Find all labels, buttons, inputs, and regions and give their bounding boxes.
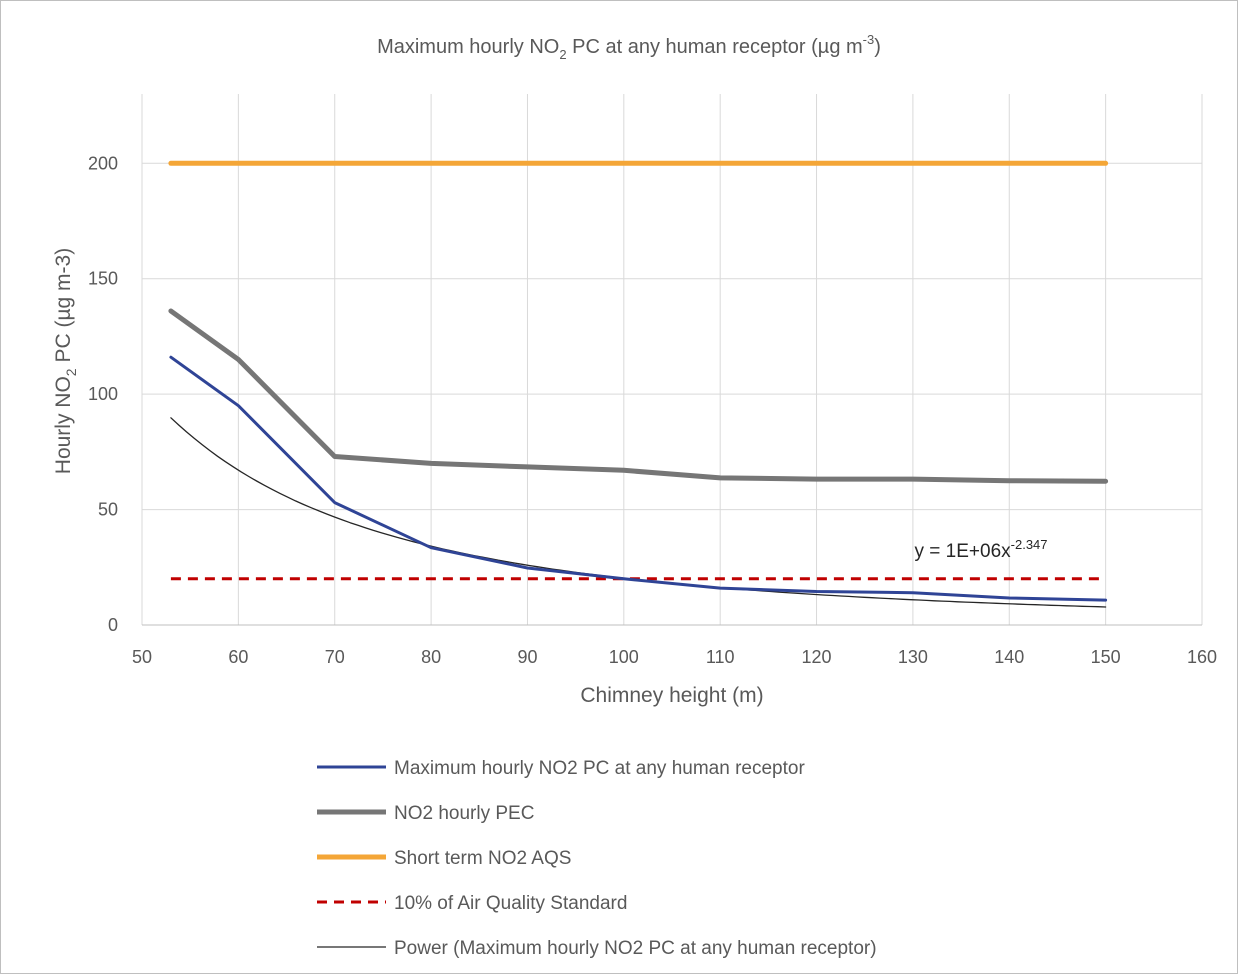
series-line-0 [169,355,1108,602]
x-tick-label: 160 [1187,647,1217,667]
legend-item: Power (Maximum hourly NO2 PC at any huma… [317,938,877,959]
x-tick-label: 100 [609,647,639,667]
y-tick-label: 150 [88,269,118,289]
x-axis-ticks: 50 60 70 80 90 100 110 120 130 140 150 160 [132,647,1217,667]
legend-item: 10% of Air Quality Standard [317,893,627,914]
y-tick-label: 50 [98,500,118,520]
x-tick-label: 130 [898,647,928,667]
x-tick-label: 50 [132,647,152,667]
x-tick-label: 70 [325,647,345,667]
x-tick-label: 90 [517,647,537,667]
x-tick-label: 120 [802,647,832,667]
gridlines [141,94,1203,626]
x-axis-title: Chimney height (m) [580,684,763,707]
x-tick-label: 80 [421,647,441,667]
legend-item: NO2 hourly PEC [317,803,534,824]
legend-label: NO2 hourly PEC [394,803,534,824]
y-tick-label: 0 [108,615,118,635]
x-tick-label: 140 [994,647,1024,667]
x-tick-label: 110 [706,647,735,667]
series-layer [168,160,1109,608]
x-tick-label: 150 [1091,647,1121,667]
legend-item: Maximum hourly NO2 PC at any human recep… [317,758,805,779]
trendline-equation: y = 1E+06x-2.347 [915,537,1048,562]
legend-label: Power (Maximum hourly NO2 PC at any huma… [394,938,877,959]
legend-label: 10% of Air Quality Standard [394,893,627,914]
legend-label: Short term NO2 AQS [394,848,571,869]
legend-item: Short term NO2 AQS [317,848,571,869]
y-axis-title: Hourly NO2 PC (µg m-3) [52,248,79,474]
y-axis-ticks: 0 50 100 150 200 [88,153,118,635]
series-line-1 [168,308,1109,484]
y-tick-label: 100 [88,384,118,404]
legend-label: Maximum hourly NO2 PC at any human recep… [394,758,805,779]
x-tick-label: 60 [228,647,248,667]
legend: Maximum hourly NO2 PC at any human recep… [317,758,877,959]
chart-title: Maximum hourly NO2 PC at any human recep… [377,32,881,62]
y-tick-label: 200 [88,153,118,173]
